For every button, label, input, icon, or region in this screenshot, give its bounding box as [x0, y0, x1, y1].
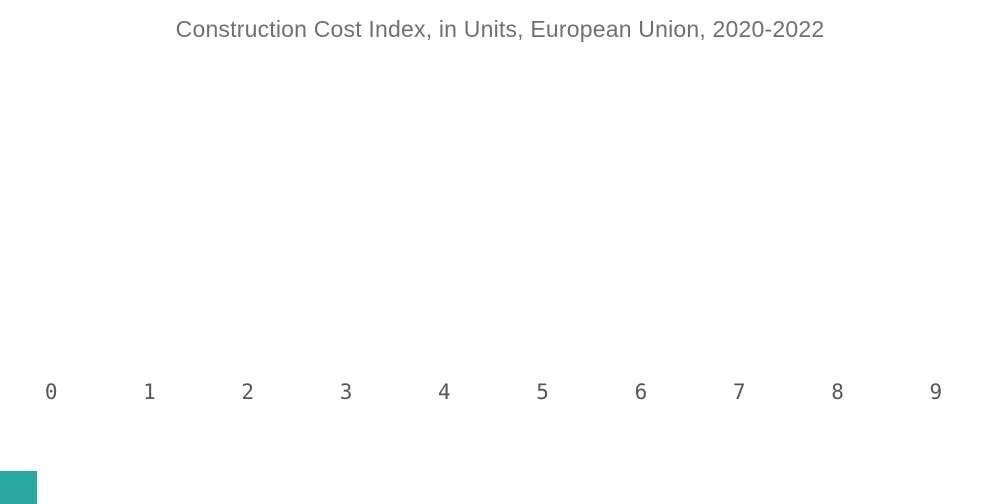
plot-area	[0, 60, 1000, 370]
chart-title: Construction Cost Index, in Units, Europ…	[175, 16, 825, 42]
x-tick-label: 4	[438, 380, 451, 404]
x-tick-label: 5	[536, 380, 549, 404]
x-tick-label: 8	[831, 380, 844, 404]
x-tick-label: 6	[634, 380, 648, 404]
corner-color-swatch	[0, 471, 37, 504]
x-tick-label: 0	[44, 380, 58, 404]
x-axis-tick-labels: 0 1 2 3 4 5 6 7 8 9	[2, 382, 985, 403]
x-tick-label: 1	[143, 380, 156, 404]
x-tick-label: 2	[241, 380, 255, 404]
x-tick-label: 9	[929, 380, 943, 404]
x-tick-label: 7	[732, 380, 746, 404]
x-tick-label: 3	[339, 380, 353, 404]
